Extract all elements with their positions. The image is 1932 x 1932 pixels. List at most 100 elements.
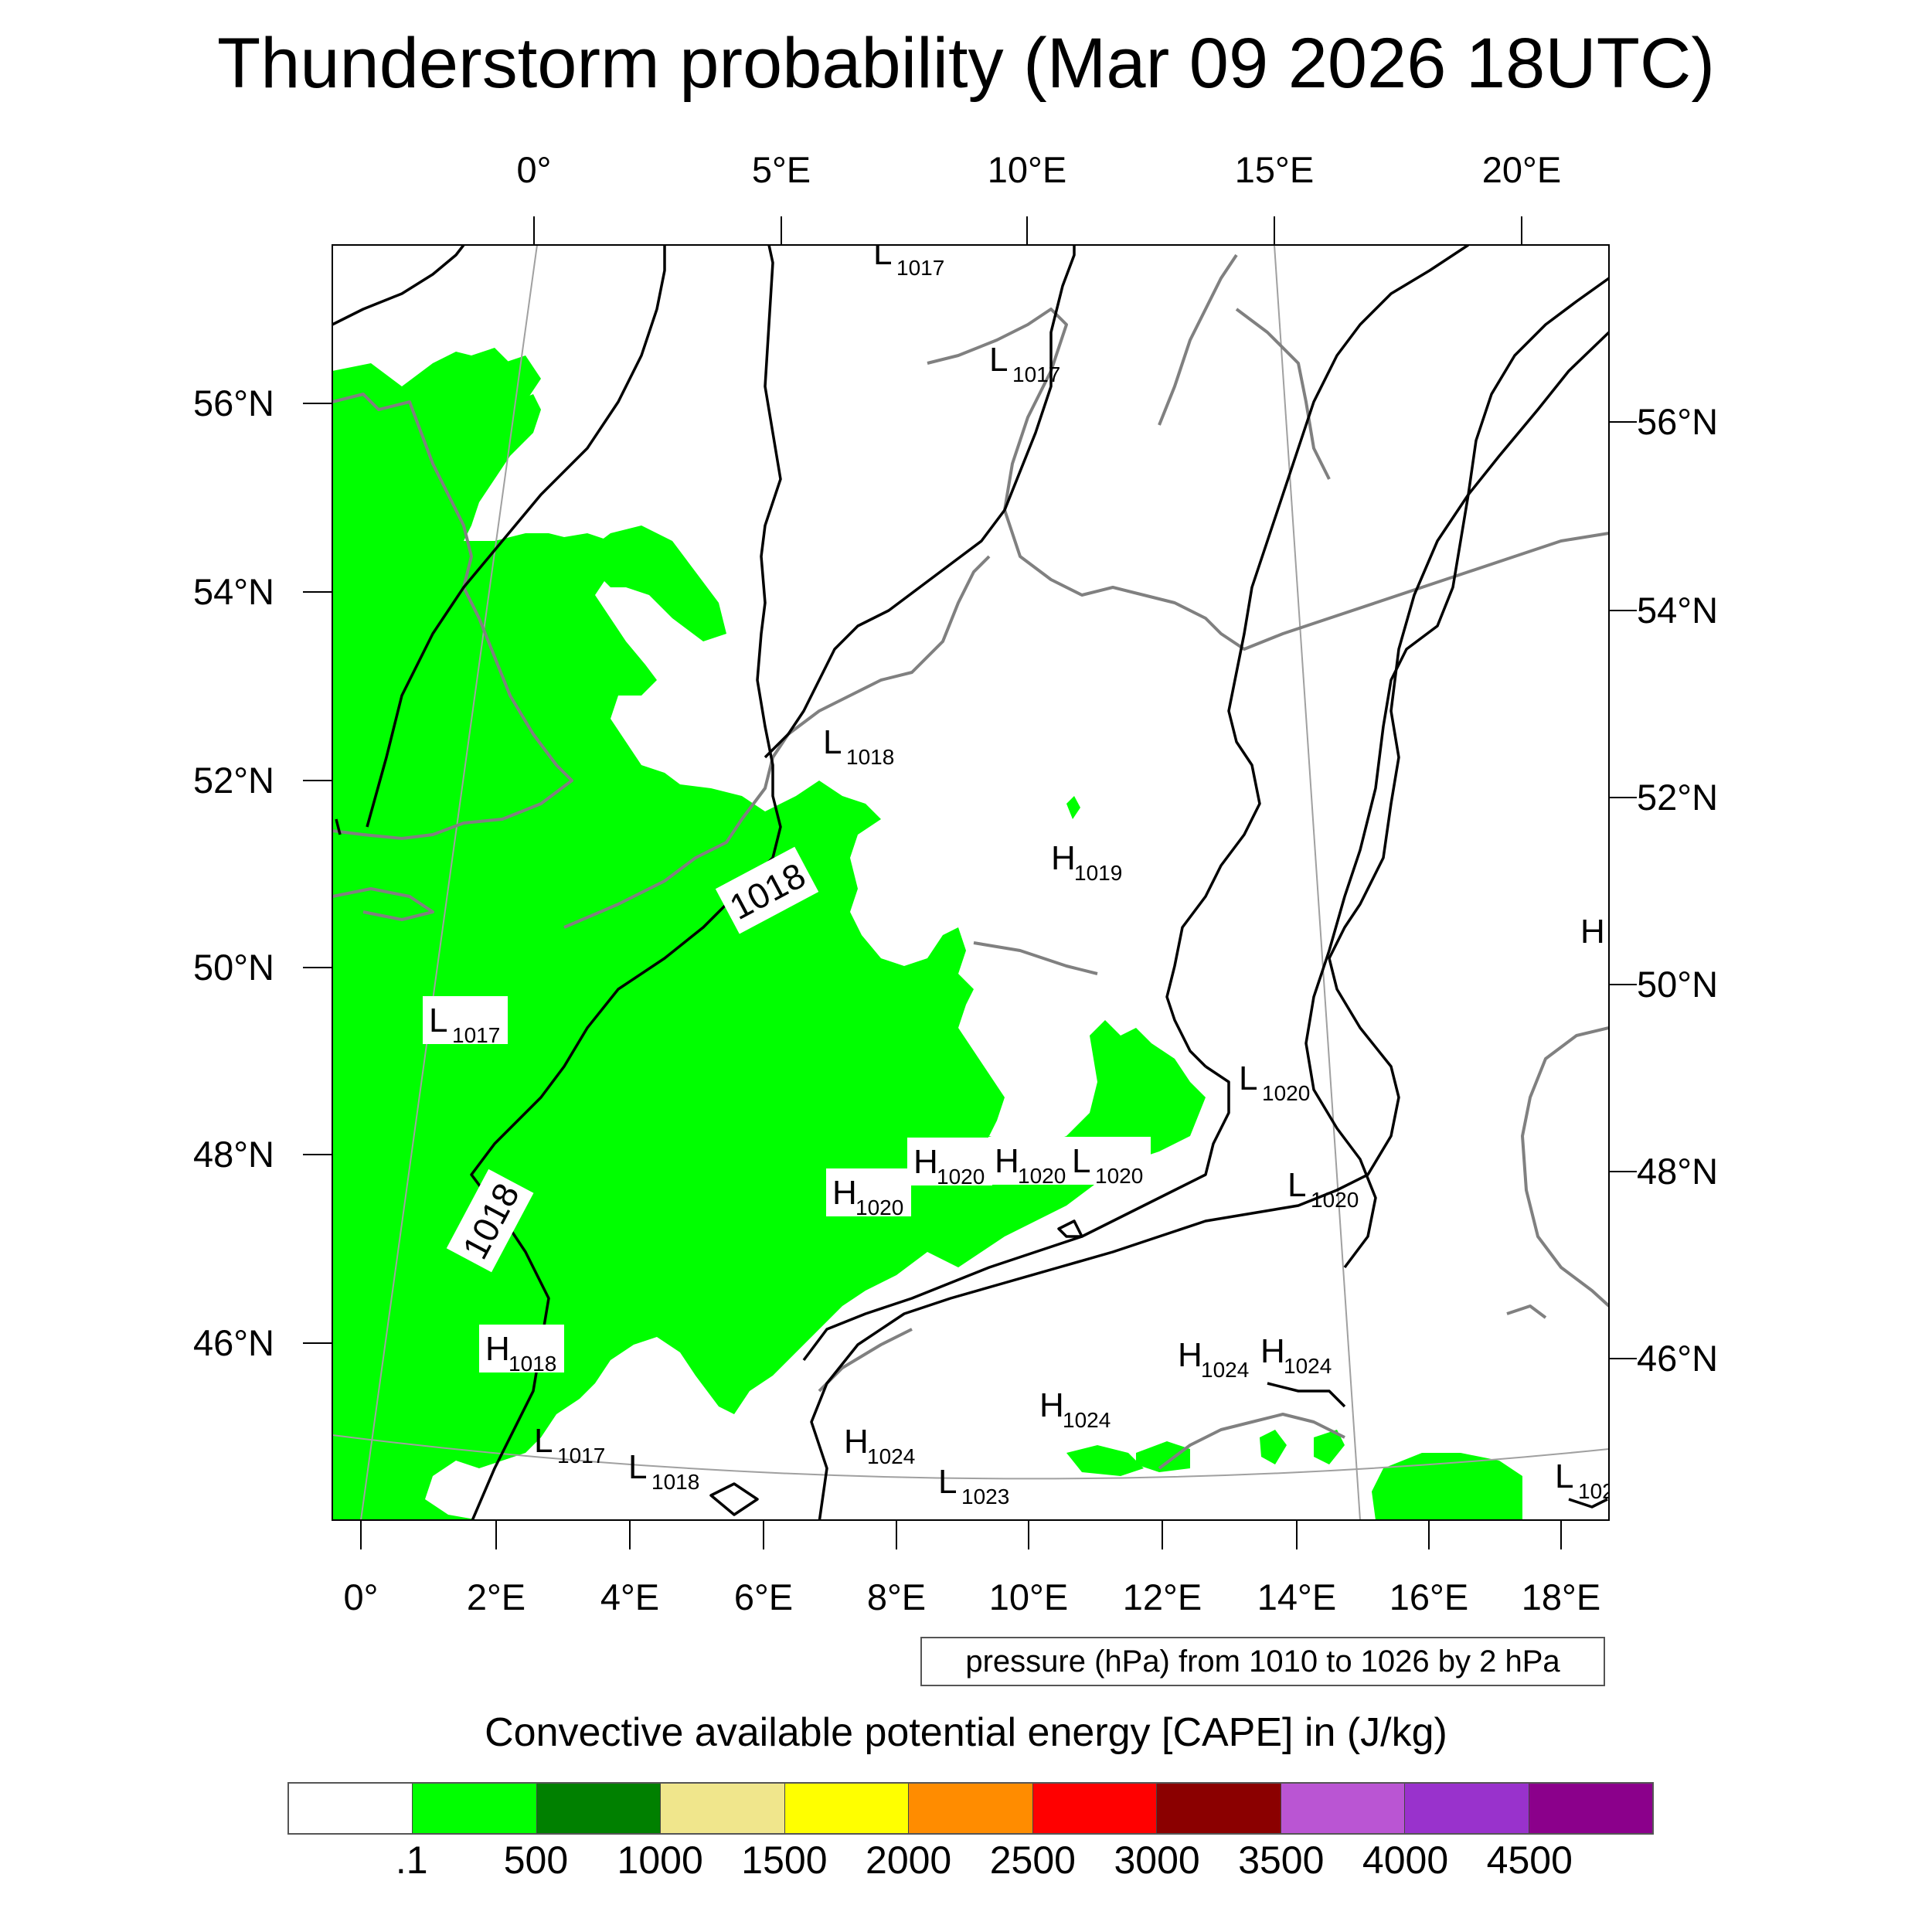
left-lat-label: 52°N xyxy=(193,760,274,801)
colorbar-swatch xyxy=(1404,1784,1529,1833)
coastline-6 xyxy=(1235,308,1331,480)
cape-area-2 xyxy=(433,355,541,502)
cape-area-5 xyxy=(1066,1445,1144,1476)
pressure-center-letter: L xyxy=(989,341,1008,379)
top-lon-label: 0° xyxy=(517,149,552,190)
pressure-center-letter: L xyxy=(429,1002,447,1039)
isobar-13 xyxy=(1568,1498,1608,1509)
pressure-center-value: 1017 xyxy=(1012,362,1060,386)
coastline-11 xyxy=(1506,1304,1547,1319)
pressure-center-value: 1020 xyxy=(1018,1164,1066,1188)
pressure-center-low: L 1018 xyxy=(823,723,894,769)
colorbar-swatch xyxy=(536,1784,661,1833)
coastline-1 xyxy=(332,393,573,840)
bottom-lon-label: 2°E xyxy=(467,1577,526,1617)
contour-info-box: pressure (hPa) from 1010 to 1026 by 2 hP… xyxy=(920,1637,1605,1686)
isobar-11 xyxy=(1057,1219,1083,1238)
coastline-2 xyxy=(332,887,434,921)
pressure-center-letter: H xyxy=(1580,913,1605,951)
cape-shading xyxy=(332,348,1522,1520)
coastline-5 xyxy=(1158,253,1238,426)
colorbar-label: 3000 xyxy=(1114,1838,1200,1882)
colorbar-label: 4000 xyxy=(1362,1838,1449,1882)
pressure-center-value: 1020 xyxy=(1262,1081,1310,1105)
pressure-center-low: L 1017 xyxy=(534,1422,605,1468)
pressure-center-value: 1024 xyxy=(867,1444,915,1468)
isobar-10 xyxy=(1267,1382,1346,1408)
cape-area-9 xyxy=(1314,1430,1345,1464)
pressure-center-letter: L xyxy=(534,1422,553,1460)
pressure-center-letter: L xyxy=(938,1463,957,1501)
colorbar-swatch xyxy=(412,1784,536,1833)
colorbar-label: 3500 xyxy=(1238,1838,1325,1882)
bottom-lon-label: 4°E xyxy=(600,1577,659,1617)
right-lat-label: 56°N xyxy=(1637,401,1718,442)
pressure-center-value: 1024 xyxy=(1201,1358,1249,1382)
isobar-7 xyxy=(1165,245,1469,1068)
pressure-center-letter: H xyxy=(832,1174,857,1212)
coastline-8 xyxy=(1158,1413,1345,1470)
bottom-lon-label: 8°E xyxy=(867,1577,926,1617)
top-lon-label: 20°E xyxy=(1482,149,1561,190)
pressure-center-low: L 1017 xyxy=(989,341,1060,386)
pressure-center-value: 1017 xyxy=(557,1444,605,1468)
isobar-5 xyxy=(764,245,1076,759)
pressure-center-low: L 1017 xyxy=(423,996,508,1047)
top-lon-label: 15°E xyxy=(1235,149,1314,190)
pressure-center-letter: L xyxy=(1555,1458,1573,1495)
colorbar-label: .1 xyxy=(395,1838,428,1882)
pressure-center-value: 1024 xyxy=(1284,1354,1332,1378)
pressure-center-value: 1020 xyxy=(937,1165,985,1189)
colorbar-label: 2000 xyxy=(866,1838,952,1882)
colorbar-label: 2500 xyxy=(989,1838,1076,1882)
bottom-lon-label: 6°E xyxy=(734,1577,793,1617)
right-lat-label: 50°N xyxy=(1637,964,1718,1005)
colorbar-label: 1500 xyxy=(741,1838,828,1882)
right-lat-label: 46°N xyxy=(1637,1338,1718,1379)
top-lon-labels: 0° 5°E 10°E 15°E 20°E xyxy=(517,149,1562,190)
graticule-line-2 xyxy=(1274,245,1361,1520)
right-lat-label: 54°N xyxy=(1637,590,1718,631)
bottom-lon-label: 18°E xyxy=(1522,1577,1600,1617)
coastline-9 xyxy=(1521,1026,1609,1308)
pressure-center-letter: L xyxy=(873,234,892,272)
pressure-center-value: 1020 xyxy=(1095,1164,1143,1188)
isobar-12 xyxy=(709,1482,759,1516)
colorbar-swatch xyxy=(660,1784,784,1833)
pressure-center-letter: H xyxy=(995,1142,1019,1180)
left-lat-labels: 56°N 54°N 52°N 50°N 48°N 46°N xyxy=(193,383,274,1363)
pressure-center-value: 1017 xyxy=(452,1023,500,1047)
colorbar-label: 4500 xyxy=(1486,1838,1573,1882)
isobar-contours xyxy=(332,245,1609,1520)
cape-area-10 xyxy=(1066,796,1080,819)
pressure-center-value: 1018 xyxy=(509,1352,556,1376)
colorbar-swatch xyxy=(1280,1784,1405,1833)
pressure-center-value: 1018 xyxy=(846,745,894,769)
bottom-lon-label: 10°E xyxy=(989,1577,1068,1617)
colorbar xyxy=(287,1782,1654,1835)
graticule-line-1 xyxy=(360,245,538,1520)
pressure-center-letter: L xyxy=(628,1448,647,1486)
cape-area-8 xyxy=(1260,1430,1287,1464)
pressure-center-value: 1019 xyxy=(1074,861,1122,885)
pressure-center-value: 1018 xyxy=(651,1470,699,1494)
cape-area-1 xyxy=(332,348,1206,1520)
bottom-lon-labels: 0° 2°E 4°E 6°E 8°E 10°E 12°E 14°E 16°E 1… xyxy=(344,1577,1601,1617)
top-lon-label: 10°E xyxy=(988,149,1066,190)
coastline-7 xyxy=(973,941,1098,975)
chart-title: Thunderstorm probability (Mar 09 2026 18… xyxy=(217,24,1715,103)
pressure-center-letter: L xyxy=(1239,1060,1257,1097)
graticule-line-3 xyxy=(332,1434,1609,1480)
right-lat-labels: 56°N 54°N 52°N 50°N 48°N 46°N xyxy=(1637,401,1718,1379)
